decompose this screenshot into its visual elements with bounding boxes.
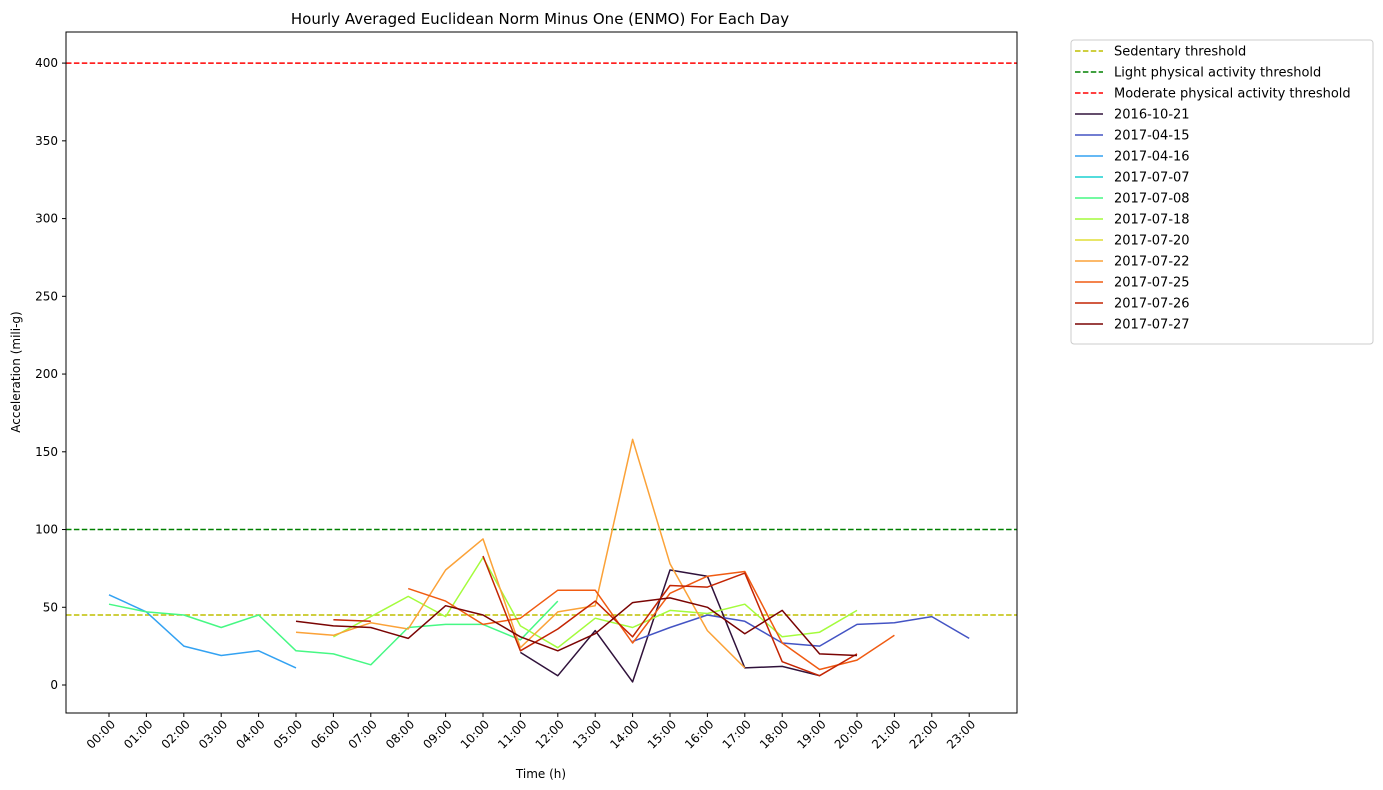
legend-label-8: 2017-07-18 <box>1114 213 1190 228</box>
legend-label-0: Sedentary threshold <box>1114 45 1246 60</box>
x-tick-label-3: 03:00 <box>196 717 230 751</box>
x-tick-label-6: 06:00 <box>308 717 342 751</box>
series-line-7-0 <box>295 438 746 669</box>
legend-label-6: 2017-07-07 <box>1114 171 1190 186</box>
legend-label-2: Moderate physical activity threshold <box>1114 87 1351 102</box>
x-tick-label-8: 08:00 <box>383 717 417 751</box>
y-tick-label-2: 100 <box>35 523 58 537</box>
x-tick-label-10: 10:00 <box>458 717 492 751</box>
legend-label-4: 2017-04-15 <box>1114 129 1190 144</box>
y-tick-label-8: 400 <box>35 56 58 70</box>
legend-label-3: 2016-10-21 <box>1114 108 1190 123</box>
x-tick-label-13: 13:00 <box>570 717 604 751</box>
x-tick-label-1: 01:00 <box>121 717 155 751</box>
x-tick-label-16: 16:00 <box>682 717 716 751</box>
legend-label-5: 2017-04-16 <box>1114 150 1190 165</box>
x-tick-label-11: 11:00 <box>495 717 529 751</box>
series-lines <box>108 438 970 683</box>
legend-label-12: 2017-07-26 <box>1114 297 1190 312</box>
x-tick-label-18: 18:00 <box>757 717 791 751</box>
y-tick-label-1: 50 <box>43 600 58 614</box>
legend-label-7: 2017-07-08 <box>1114 192 1190 207</box>
y-tick-label-4: 200 <box>35 367 58 381</box>
legend: Sedentary threshold Light physical activi… <box>1070 39 1374 345</box>
plot-frame <box>65 31 1018 714</box>
series-line-1-0 <box>632 614 970 647</box>
legend-label-13: 2017-07-27 <box>1114 318 1190 333</box>
x-tick-label-21: 21:00 <box>869 717 903 751</box>
x-tick-label-22: 22:00 <box>907 717 941 751</box>
y-axis: 0 50 100 150 200 250 300 350 400 <box>35 56 66 692</box>
x-tick-label-7: 07:00 <box>346 717 380 751</box>
x-tick-label-15: 15:00 <box>645 717 679 751</box>
legend-label-9: 2017-07-20 <box>1114 234 1190 249</box>
y-tick-label-3: 150 <box>35 445 58 459</box>
chart-title: Hourly Averaged Euclidean Norm Minus One… <box>291 10 789 28</box>
series-line-10-0 <box>295 597 858 657</box>
series-line-8-0 <box>407 570 895 671</box>
y-tick-label-5: 250 <box>35 289 58 303</box>
x-tick-label-17: 17:00 <box>720 717 754 751</box>
y-axis-label: Acceleration (mili-g) <box>9 311 23 432</box>
y-tick-label-0: 0 <box>50 678 58 692</box>
legend-label-11: 2017-07-25 <box>1114 276 1190 291</box>
x-tick-label-14: 14:00 <box>607 717 641 751</box>
series-line-0-0 <box>520 569 820 683</box>
y-tick-label-6: 300 <box>35 212 58 226</box>
plot-area <box>66 32 1017 713</box>
threshold-lines <box>66 62 1017 616</box>
legend-box <box>1070 39 1374 345</box>
x-tick-label-2: 02:00 <box>159 717 193 751</box>
series-line-2-0 <box>108 594 297 669</box>
x-tick-label-0: 00:00 <box>84 717 118 751</box>
y-tick-label-7: 350 <box>35 134 58 148</box>
series-line-5-0 <box>333 556 858 649</box>
x-tick-label-4: 04:00 <box>233 717 267 751</box>
x-tick-label-19: 19:00 <box>794 717 828 751</box>
x-tick-label-20: 20:00 <box>832 717 866 751</box>
x-tick-label-9: 09:00 <box>420 717 454 751</box>
x-tick-label-23: 23:00 <box>944 717 978 751</box>
x-axis-label: Time (h) <box>515 767 566 781</box>
legend-label-1: Light physical activity threshold <box>1114 66 1321 81</box>
x-axis: 00:00 01:00 02:00 03:00 04:00 05:00 06:00 07:00… <box>84 713 978 752</box>
legend-label-10: 2017-07-22 <box>1114 255 1190 270</box>
x-tick-label-12: 12:00 <box>533 717 567 751</box>
series-line-9-0 <box>333 618 371 623</box>
x-tick-label-5: 05:00 <box>271 717 305 751</box>
series-line-9-1 <box>482 555 858 677</box>
